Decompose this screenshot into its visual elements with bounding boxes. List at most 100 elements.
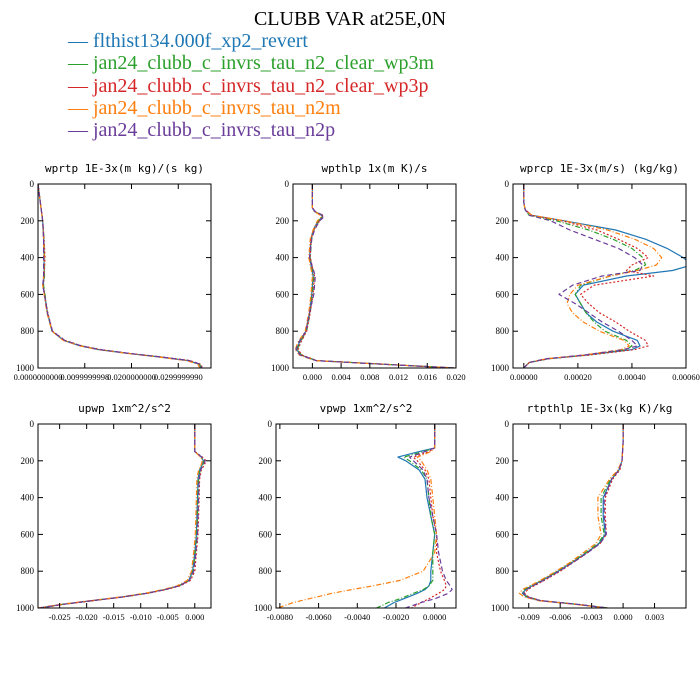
legend: — flthist134.000f_xp2_revert — jan24_clu…: [68, 30, 434, 141]
y-tick-label: 800: [496, 326, 510, 336]
x-tick-label: -0.0020: [383, 612, 409, 622]
x-tick-label: -0.0060: [305, 612, 331, 622]
x-tick-label: -0.003: [581, 612, 603, 622]
x-tick-label: 0.000: [614, 612, 633, 622]
legend-entry: — jan24_clubb_c_invrs_tau_n2p: [68, 119, 434, 141]
legend-label: jan24_clubb_c_invrs_tau_n2_clear_wp3m: [93, 52, 435, 75]
panel: vpwp 1xm^2/s^2 0 200 400 600 800 1000-0.0080 -0…: [254, 402, 457, 622]
series-line: [523, 184, 644, 368]
y-tick-label: 400: [21, 493, 35, 503]
x-tick-label: 0.004: [332, 372, 352, 382]
series-line: [411, 424, 447, 608]
y-tick-label: 200: [496, 216, 510, 226]
series-line: [521, 424, 624, 608]
series-line: [296, 184, 455, 368]
x-tick-label: 0.012: [389, 372, 408, 382]
panel: upwp 1xm^2/s^2 0 200 400 600 800 1000 -0.025 -0.…: [16, 402, 212, 622]
y-tick-label: 800: [21, 566, 35, 576]
legend-line-symbol: —: [68, 119, 93, 142]
legend-entry: — flthist134.000f_xp2_revert: [68, 30, 434, 52]
series-group: [38, 424, 207, 608]
y-tick-label: 0: [268, 419, 273, 429]
y-tick-label: 400: [259, 493, 273, 503]
legend-label: flthist134.000f_xp2_revert: [93, 30, 308, 52]
series-line: [295, 184, 455, 368]
y-tick-label: 600: [496, 289, 510, 299]
series-line: [38, 424, 203, 608]
y-tick-label: 800: [276, 326, 290, 336]
y-tick-label: 600: [259, 529, 273, 539]
series-line: [296, 184, 455, 368]
x-tick-label: 0.0200000000: [107, 372, 156, 382]
series-line: [523, 184, 686, 368]
x-tick-label: 0.00060: [672, 372, 700, 382]
series-line: [39, 424, 204, 608]
panel: rtpthlp 1E-3x(kg K)/kg02004006008001000-…: [491, 402, 687, 622]
y-tick-label: 200: [21, 216, 35, 226]
panel-title: wpthlp 1x(m K)/s: [322, 162, 428, 175]
y-tick-label: 400: [276, 253, 290, 263]
series-group: [294, 184, 455, 368]
y-tick-label: 0: [285, 179, 290, 189]
x-tick-label: 0.016: [418, 372, 437, 382]
y-tick-label: 400: [496, 493, 510, 503]
x-tick-label: 0.000: [185, 612, 204, 622]
series-line: [297, 184, 455, 368]
series-group: [518, 424, 624, 608]
legend-entry: — jan24_clubb_c_invrs_tau_n2_clear_wp3p: [68, 75, 434, 97]
plot-frame: [512, 183, 687, 369]
y-tick-label: 1000: [254, 603, 273, 613]
legend-line-symbol: —: [68, 96, 93, 119]
series-group: [277, 424, 453, 608]
x-tick-label: 0.000: [303, 372, 322, 382]
y-tick-label: 800: [21, 326, 35, 336]
y-tick-label: 600: [21, 529, 35, 539]
plot-frame: [37, 183, 212, 369]
legend-label: jan24_clubb_c_invrs_tau_n2m: [93, 96, 341, 119]
x-tick-label: -0.0040: [344, 612, 370, 622]
series-line: [376, 424, 436, 608]
y-tick-label: 600: [21, 289, 35, 299]
series-line: [522, 424, 624, 608]
legend-line-symbol: —: [68, 74, 93, 97]
y-tick-label: 800: [496, 566, 510, 576]
plot-frame: [292, 183, 457, 369]
x-tick-label: -0.015: [103, 612, 125, 622]
x-tick-label: -0.0080: [267, 612, 293, 622]
x-tick-label: 0.0299999990: [154, 372, 203, 382]
y-tick-label: 1000: [271, 363, 290, 373]
series-line: [277, 424, 438, 608]
panel-title: wprcp 1E-3x(m/s) (kg/kg): [520, 162, 679, 175]
series-group: [38, 184, 203, 368]
series-line: [405, 424, 453, 608]
legend-entry: — jan24_clubb_c_invrs_tau_n2_clear_wp3m: [68, 52, 434, 74]
y-tick-label: 200: [276, 216, 290, 226]
x-tick-label: 0.00040: [618, 372, 646, 382]
series-line: [523, 424, 624, 608]
series-group: [523, 184, 686, 368]
series-line: [384, 424, 436, 608]
y-tick-label: 1000: [491, 603, 510, 613]
x-tick-label: -0.010: [130, 612, 152, 622]
series-line: [39, 424, 206, 608]
y-tick-label: 0: [30, 179, 35, 189]
series-line: [294, 184, 455, 368]
y-tick-label: 0: [505, 419, 510, 429]
y-tick-label: 0: [30, 419, 35, 429]
y-tick-label: 600: [496, 529, 510, 539]
x-tick-label: -0.005: [157, 612, 179, 622]
series-line: [38, 184, 203, 368]
panel-title: rtpthlp 1E-3x(kg K)/kg: [527, 402, 673, 415]
x-tick-label: -0.009: [518, 612, 540, 622]
series-line: [518, 424, 624, 608]
y-tick-label: 400: [496, 253, 510, 263]
x-tick-label: 0.003: [645, 612, 664, 622]
x-tick-label: 0.020: [446, 372, 465, 382]
plot-frame: [37, 423, 212, 609]
y-tick-label: 200: [496, 456, 510, 466]
x-tick-label: -0.025: [49, 612, 71, 622]
x-tick-label: 0.008: [360, 372, 379, 382]
x-tick-label: -0.020: [76, 612, 98, 622]
y-tick-label: 1000: [491, 363, 510, 373]
